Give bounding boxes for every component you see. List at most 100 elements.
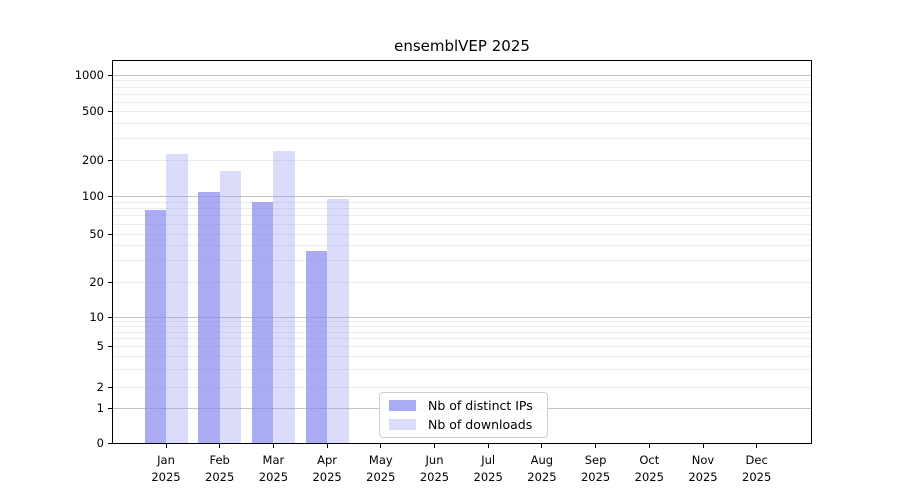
x-tick-year: 2025: [258, 470, 289, 484]
x-tick: [434, 444, 435, 448]
x-tick-year: 2025: [527, 470, 557, 484]
y-tick-label: 0: [96, 436, 104, 450]
y-tick: [108, 233, 112, 235]
x-tick-label: Oct 2025: [617, 452, 681, 486]
gridline-minor: [113, 368, 811, 370]
x-tick-label: Aug 2025: [510, 452, 574, 486]
x-tick-month: Mar: [262, 453, 285, 467]
y-tick: [108, 443, 112, 444]
x-tick-year: 2025: [205, 470, 235, 484]
y-tick: [108, 386, 112, 388]
legend-label-distinct-ips: Nb of distinct IPs: [428, 398, 533, 413]
bar-distinct-ips-mar: [251, 202, 274, 443]
y-tick-label: 10: [89, 310, 104, 324]
x-tick: [165, 444, 167, 448]
x-tick: [272, 444, 274, 448]
x-tick: [595, 444, 597, 448]
x-tick-label: May 2025: [349, 452, 413, 486]
x-tick-year: 2025: [742, 470, 772, 484]
x-tick-month: Aug: [530, 453, 554, 467]
x-tick-year: 2025: [580, 470, 611, 484]
gridline-minor: [113, 321, 811, 323]
gridline-minor: [113, 346, 811, 347]
y-tick-label: 1: [96, 401, 104, 415]
x-tick-label: Jun 2025: [403, 452, 467, 486]
x-tick: [648, 444, 650, 448]
x-tick-year: 2025: [688, 470, 718, 484]
gridline-minor: [113, 86, 811, 88]
gridline-minor: [113, 326, 811, 328]
y-tick-label: 2: [96, 379, 104, 394]
bar-distinct-ips-apr: [305, 250, 328, 443]
bar-distinct-ips-jan: [144, 210, 166, 443]
x-tick: [219, 444, 221, 448]
x-tick-year: 2025: [366, 470, 396, 484]
x-tick-month: Jul: [481, 453, 496, 467]
gridline-major: [113, 196, 811, 197]
x-tick-label: Jan 2025: [134, 452, 198, 486]
x-tick-year: 2025: [419, 470, 450, 484]
x-tick: [380, 444, 382, 448]
plot-area: Nb of distinct IPs Nb of downloads: [108, 60, 812, 448]
x-tick-month: Apr: [317, 453, 338, 467]
bar-downloads-feb: [219, 170, 242, 443]
x-tick: [541, 444, 543, 448]
gridline-minor: [113, 281, 811, 283]
gridline-major: [113, 75, 811, 76]
y-tick: [108, 346, 112, 347]
gridline-minor: [113, 160, 811, 161]
y-tick: [108, 111, 112, 112]
gridline-minor: [113, 338, 811, 340]
gridline-minor: [113, 223, 811, 225]
gridline-minor: [113, 208, 811, 210]
y-tick-label: 1000: [74, 68, 104, 82]
legend-item-downloads: Nb of downloads: [389, 417, 538, 432]
gridline-minor: [113, 260, 811, 262]
bar-downloads-jan: [166, 154, 188, 443]
x-tick-year: 2025: [312, 470, 342, 484]
x-tick-month: Dec: [745, 453, 768, 467]
legend-swatch-downloads: [389, 419, 416, 430]
bar-downloads-apr: [327, 199, 349, 443]
x-tick-month: Nov: [691, 453, 715, 467]
y-tick: [108, 408, 112, 409]
gridline-minor: [113, 122, 811, 124]
legend-label-downloads: Nb of downloads: [428, 417, 533, 432]
bar-downloads-mar: [273, 150, 295, 443]
legend-item-distinct-ips: Nb of distinct IPs: [389, 398, 538, 413]
x-tick-label: Apr 2025: [295, 452, 359, 486]
x-tick-year: 2025: [473, 470, 503, 484]
gridline-minor: [113, 386, 811, 388]
x-tick-month: Feb: [209, 453, 230, 467]
y-tick-label: 100: [82, 189, 104, 203]
x-tick-month: Oct: [639, 453, 660, 467]
x-tick-month: May: [368, 453, 393, 467]
gridline-minor: [113, 93, 811, 95]
x-tick-label: Sep 2025: [564, 452, 628, 486]
gridline-minor: [113, 245, 811, 247]
gridline-minor: [113, 138, 811, 140]
gridline-major: [113, 317, 811, 318]
x-tick-label: Dec 2025: [725, 452, 789, 486]
gridline-minor: [113, 331, 811, 333]
y-tick-label: 500: [82, 104, 104, 118]
gridline-minor: [113, 101, 811, 103]
x-tick: [756, 444, 758, 448]
x-tick: [326, 444, 328, 448]
x-tick-label: Nov 2025: [671, 452, 735, 486]
x-tick-year: 2025: [634, 470, 664, 484]
x-tick-month: Sep: [584, 453, 607, 467]
x-tick-year: 2025: [151, 470, 181, 484]
x-tick: [702, 444, 704, 448]
x-tick: [487, 444, 489, 448]
y-tick-label: 5: [96, 339, 104, 353]
gridline-minor: [113, 355, 811, 357]
x-tick-label: Mar 2025: [241, 452, 305, 486]
x-tick-month: Jun: [425, 453, 444, 467]
y-tick-label: 50: [89, 226, 104, 241]
gridline-minor: [113, 111, 811, 112]
gridline-minor: [113, 201, 811, 203]
gridline-minor: [113, 215, 811, 217]
y-tick-label: 20: [89, 274, 104, 289]
y-tick: [108, 75, 112, 76]
